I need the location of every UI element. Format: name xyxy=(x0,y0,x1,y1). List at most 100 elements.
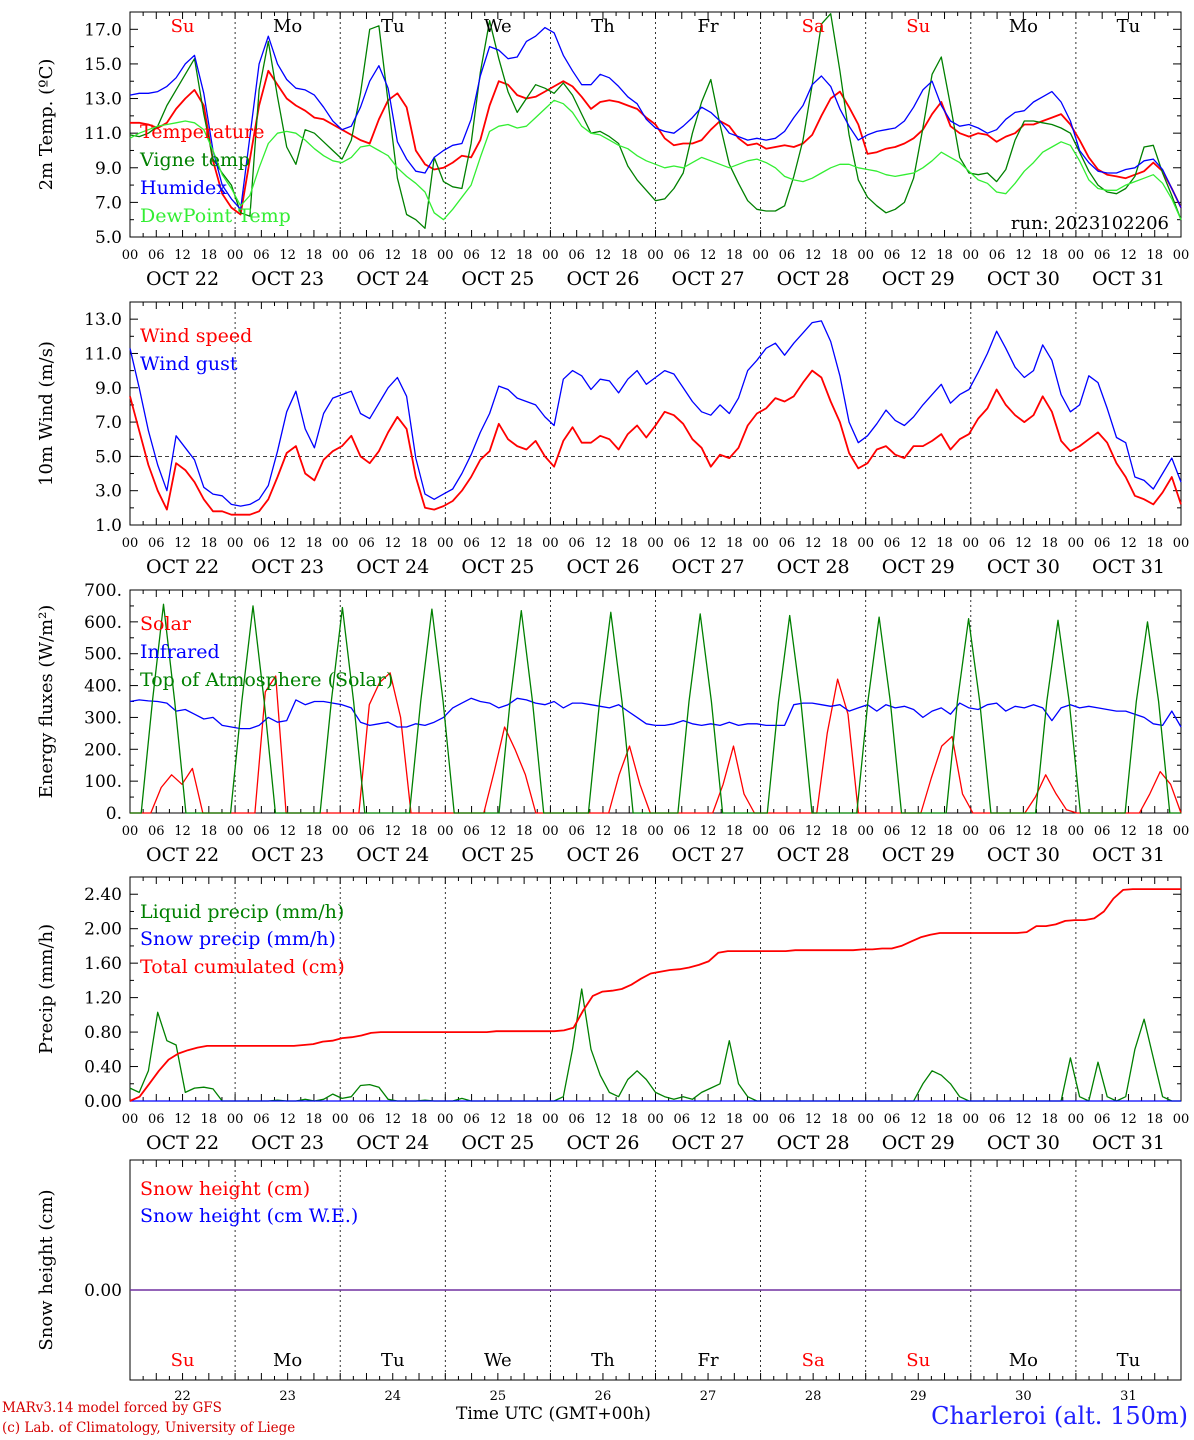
hour-tick-label: 00 xyxy=(437,248,454,263)
weekday-label: Su xyxy=(171,1350,195,1371)
hour-tick-label: 00 xyxy=(227,1112,244,1127)
hour-tick-label: 06 xyxy=(1094,824,1111,839)
series-dewpoint-temp xyxy=(129,99,1182,221)
y-tick-label: 17.0 xyxy=(84,20,122,40)
day-label: OCT 23 xyxy=(251,268,324,290)
series-infrared xyxy=(129,697,1182,730)
hour-tick-label: 06 xyxy=(568,536,585,551)
hour-tick-label: 06 xyxy=(779,248,796,263)
hour-tick-label: 18 xyxy=(1041,824,1058,839)
hour-tick-label: 00 xyxy=(647,824,664,839)
hour-tick-label: 06 xyxy=(674,248,691,263)
y-tick-label: 0.80 xyxy=(84,1023,122,1043)
day-label: OCT 29 xyxy=(882,844,955,866)
panel-4 xyxy=(129,876,1182,1102)
hour-tick-label: 00 xyxy=(122,536,139,551)
hour-tick-label: 00 xyxy=(857,536,874,551)
day-label: OCT 30 xyxy=(987,844,1060,866)
hour-tick-label: 12 xyxy=(805,824,822,839)
hour-tick-label: 18 xyxy=(1041,248,1058,263)
legend-entry: Top of Atmosphere (Solar) xyxy=(140,669,393,691)
legend-entry: Total cumulated (cm) xyxy=(140,956,345,978)
hour-tick-label: 00 xyxy=(647,536,664,551)
legend-entry: Infrared xyxy=(140,641,220,663)
hour-tick-label: 00 xyxy=(332,536,349,551)
hour-tick-label: 00 xyxy=(437,1112,454,1127)
y-tick-label: 5.0 xyxy=(95,447,122,467)
hour-tick-label: 06 xyxy=(463,824,480,839)
hour-tick-label: 00 xyxy=(1068,536,1085,551)
series-wind-speed xyxy=(129,369,1182,516)
hour-tick-label: 12 xyxy=(490,536,507,551)
day-label: OCT 22 xyxy=(146,556,219,578)
series-top-of-atmosphere-solar- xyxy=(130,603,1181,814)
hour-tick-label: 18 xyxy=(726,1112,743,1127)
y-axis-title: 10m Wind (m/s) xyxy=(36,341,57,486)
hour-tick-label: 06 xyxy=(779,824,796,839)
hour-tick-label: 00 xyxy=(1173,824,1190,839)
hour-tick-label: 12 xyxy=(910,248,927,263)
hour-tick-label: 18 xyxy=(621,1112,638,1127)
day-number-label: 25 xyxy=(490,1389,507,1404)
y-tick-label: 100. xyxy=(84,772,122,792)
day-label: OCT 28 xyxy=(777,1132,850,1154)
legend-entry: Humidex xyxy=(140,177,227,199)
hour-tick-label: 18 xyxy=(306,536,323,551)
hour-tick-label: 18 xyxy=(201,248,218,263)
hour-tick-label: 06 xyxy=(358,536,375,551)
day-label: OCT 24 xyxy=(356,844,429,866)
hour-tick-label: 00 xyxy=(1068,1112,1085,1127)
y-tick-label: 500. xyxy=(84,645,122,665)
hour-tick-label: 06 xyxy=(253,248,270,263)
weekday-label: Su xyxy=(171,16,195,37)
day-label: OCT 31 xyxy=(1092,844,1165,866)
day-label: OCT 23 xyxy=(251,556,324,578)
hour-tick-label: 00 xyxy=(647,1112,664,1127)
day-label: OCT 27 xyxy=(672,1132,745,1154)
legend-entry: Snow height (cm) xyxy=(140,1178,310,1200)
hour-tick-label: 18 xyxy=(1146,248,1163,263)
day-label: OCT 22 xyxy=(146,268,219,290)
day-label: OCT 27 xyxy=(672,844,745,866)
hour-tick-label: 06 xyxy=(463,536,480,551)
hour-tick-label: 00 xyxy=(963,248,980,263)
hour-tick-label: 18 xyxy=(201,536,218,551)
hour-tick-label: 06 xyxy=(674,1112,691,1127)
hour-tick-label: 12 xyxy=(490,824,507,839)
weekday-label: Tu xyxy=(1117,16,1141,37)
y-tick-label: 9.0 xyxy=(95,379,122,399)
day-number-label: 29 xyxy=(910,1389,927,1404)
hour-tick-label: 18 xyxy=(831,824,848,839)
y-axis-title: 2m Temp. (ºC) xyxy=(36,59,57,191)
hour-tick-label: 12 xyxy=(595,248,612,263)
y-tick-label: 300. xyxy=(84,708,122,728)
hour-tick-label: 00 xyxy=(437,824,454,839)
hour-tick-label: 12 xyxy=(1015,1112,1032,1127)
hour-tick-label: 06 xyxy=(148,824,165,839)
weekday-label: Fr xyxy=(698,1350,719,1371)
hour-tick-label: 00 xyxy=(227,248,244,263)
weekday-label: Sa xyxy=(802,16,825,37)
hour-tick-label: 12 xyxy=(279,824,296,839)
hour-tick-label: 18 xyxy=(831,1112,848,1127)
y-tick-label: 1.60 xyxy=(84,954,122,974)
hour-tick-label: 12 xyxy=(805,1112,822,1127)
hour-tick-label: 00 xyxy=(122,1112,139,1127)
day-label: OCT 26 xyxy=(566,844,639,866)
weekday-label: We xyxy=(484,1350,512,1371)
y-tick-label: 7.0 xyxy=(95,413,122,433)
hour-tick-label: 12 xyxy=(595,1112,612,1127)
hour-tick-label: 12 xyxy=(1120,1112,1137,1127)
y-tick-label: 13.0 xyxy=(84,90,122,110)
hour-tick-label: 18 xyxy=(726,536,743,551)
hour-tick-label: 06 xyxy=(568,824,585,839)
y-tick-label: 2.40 xyxy=(84,885,122,905)
hour-tick-label: 18 xyxy=(1146,1112,1163,1127)
day-label: OCT 30 xyxy=(987,1132,1060,1154)
hour-tick-label: 12 xyxy=(490,248,507,263)
hour-tick-label: 06 xyxy=(1094,248,1111,263)
hour-tick-label: 12 xyxy=(1015,824,1032,839)
hour-tick-label: 00 xyxy=(1068,824,1085,839)
day-number-label: 27 xyxy=(700,1389,717,1404)
